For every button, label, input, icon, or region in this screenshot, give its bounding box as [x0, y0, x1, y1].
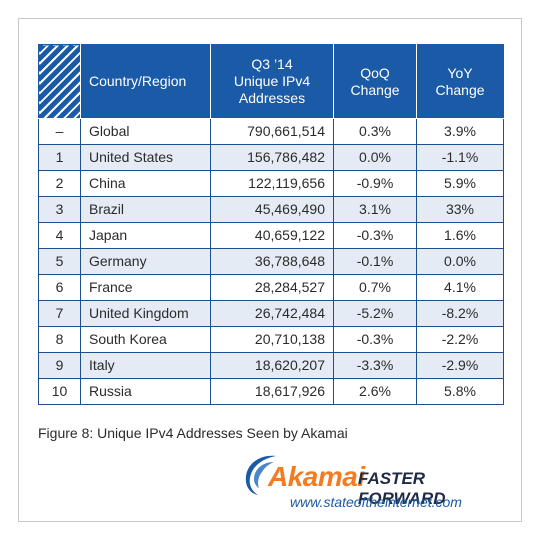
akamai-logo-text: Akamai [268, 461, 365, 492]
row-yoy: -2.2% [416, 326, 504, 353]
table-row: 2 China 122,119,656 -0.9% 5.9% [38, 170, 504, 197]
row-qoq: 3.1% [333, 196, 417, 223]
row-qoq: -0.9% [333, 170, 417, 197]
row-qoq: 0.7% [333, 274, 417, 301]
figure-caption: Figure 8: Unique IPv4 Addresses Seen by … [38, 425, 348, 441]
row-addresses: 28,284,527 [210, 274, 334, 301]
table-row: 4 Japan 40,659,122 -0.3% 1.6% [38, 222, 504, 249]
row-addresses: 40,659,122 [210, 222, 334, 249]
row-yoy: -8.2% [416, 300, 504, 327]
row-country: China [80, 170, 211, 197]
row-qoq: 0.0% [333, 144, 417, 171]
row-country: Japan [80, 222, 211, 249]
row-addresses: 18,620,207 [210, 352, 334, 379]
row-country: Russia [80, 378, 211, 405]
row-addresses: 26,742,484 [210, 300, 334, 327]
row-rank: 7 [38, 300, 81, 327]
ipv4-addresses-table: Country/Region Q3 ’14 Unique IPv4 Addres… [38, 44, 504, 405]
row-addresses: 156,786,482 [210, 144, 334, 171]
row-yoy: 3.9% [416, 118, 504, 145]
header-yoy: YoY Change [416, 44, 504, 119]
header-qoq-line1: QoQ [360, 64, 390, 81]
header-yoy-line2: Change [435, 81, 485, 98]
row-yoy: 1.6% [416, 222, 504, 249]
row-addresses: 122,119,656 [210, 170, 334, 197]
header-qoq-line2: Change [350, 81, 400, 98]
row-qoq: -0.3% [333, 326, 417, 353]
row-country: United States [80, 144, 211, 171]
row-qoq: -3.3% [333, 352, 417, 379]
table-header-row: Country/Region Q3 ’14 Unique IPv4 Addres… [38, 44, 504, 119]
table-row: 1 United States 156,786,482 0.0% -1.1% [38, 144, 504, 171]
row-country: United Kingdom [80, 300, 211, 327]
row-qoq: -0.1% [333, 248, 417, 275]
row-yoy: 5.8% [416, 378, 504, 405]
row-country: South Korea [80, 326, 211, 353]
table-row: 7 United Kingdom 26,742,484 -5.2% -8.2% [38, 300, 504, 327]
row-qoq: -5.2% [333, 300, 417, 327]
row-country: Global [80, 118, 211, 145]
akamai-branding: Akamai FASTER FORWARD www.stateoftheinte… [240, 452, 500, 512]
table-row: 8 South Korea 20,710,138 -0.3% -2.2% [38, 326, 504, 353]
header-country: Country/Region [80, 44, 211, 119]
row-yoy: 4.1% [416, 274, 504, 301]
row-qoq: 2.6% [333, 378, 417, 405]
row-yoy: 33% [416, 196, 504, 223]
table-row: 6 France 28,284,527 0.7% 4.1% [38, 274, 504, 301]
row-qoq: -0.3% [333, 222, 417, 249]
row-yoy: 0.0% [416, 248, 504, 275]
row-rank: 4 [38, 222, 81, 249]
row-rank: 8 [38, 326, 81, 353]
header-addresses-line1: Q3 ’14 [251, 56, 293, 72]
header-country-label: Country/Region [89, 73, 187, 89]
header-qoq: QoQ Change [333, 44, 417, 119]
row-rank: – [38, 118, 81, 145]
table-row: – Global 790,661,514 0.3% 3.9% [38, 118, 504, 145]
row-country: Italy [80, 352, 211, 379]
row-rank: 3 [38, 196, 81, 223]
table-row: 10 Russia 18,617,926 2.6% 5.8% [38, 378, 504, 405]
row-qoq: 0.3% [333, 118, 417, 145]
row-country: Germany [80, 248, 211, 275]
row-country: Brazil [80, 196, 211, 223]
akamai-swoosh-icon [240, 452, 280, 501]
row-rank: 10 [38, 378, 81, 405]
row-rank: 9 [38, 352, 81, 379]
table-row: 9 Italy 18,620,207 -3.3% -2.9% [38, 352, 504, 379]
brand-tagline: FASTER FORWARD [358, 469, 446, 508]
row-rank: 5 [38, 248, 81, 275]
row-addresses: 20,710,138 [210, 326, 334, 353]
row-rank: 6 [38, 274, 81, 301]
row-rank: 2 [38, 170, 81, 197]
header-addresses: Q3 ’14 Unique IPv4 Addresses [210, 44, 334, 119]
row-addresses: 45,469,490 [210, 196, 334, 223]
header-addresses-line2: Unique IPv4 [233, 73, 311, 89]
table-row: 5 Germany 36,788,648 -0.1% 0.0% [38, 248, 504, 275]
row-addresses: 36,788,648 [210, 248, 334, 275]
row-addresses: 18,617,926 [210, 378, 334, 405]
row-yoy: -1.1% [416, 144, 504, 171]
brand-url: www.stateoftheinternet.com [290, 494, 462, 510]
row-rank: 1 [38, 144, 81, 171]
figure-frame [18, 18, 522, 522]
row-addresses: 790,661,514 [210, 118, 334, 145]
row-yoy: 5.9% [416, 170, 504, 197]
header-addresses-line3: Addresses [238, 90, 306, 106]
table-row: 3 Brazil 45,469,490 3.1% 33% [38, 196, 504, 223]
header-yoy-line1: YoY [447, 64, 473, 81]
header-hatch-cell [38, 44, 81, 119]
row-yoy: -2.9% [416, 352, 504, 379]
row-country: France [80, 274, 211, 301]
